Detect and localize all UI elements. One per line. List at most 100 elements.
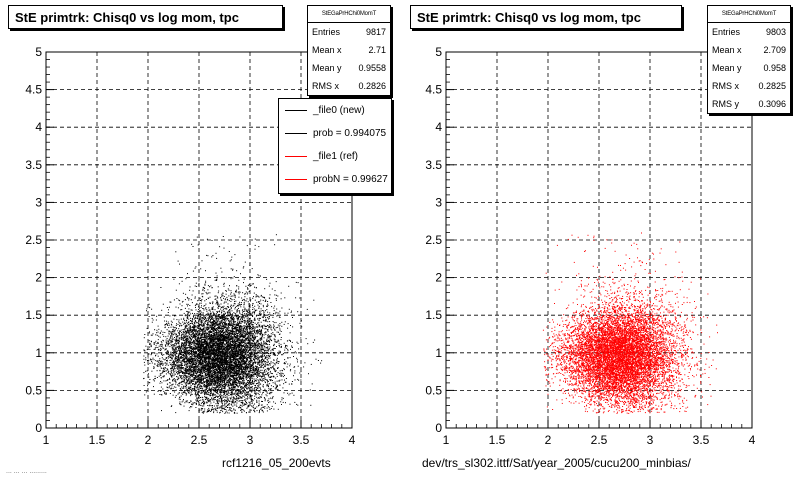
data-point <box>241 317 243 318</box>
data-point <box>280 292 282 294</box>
data-point <box>213 334 214 336</box>
data-point <box>226 395 228 397</box>
data-point <box>177 376 179 378</box>
data-point <box>209 330 211 332</box>
data-point <box>188 358 190 360</box>
data-point <box>267 380 269 382</box>
data-point <box>218 324 220 326</box>
data-point <box>219 412 221 414</box>
data-point <box>167 345 169 347</box>
data-point <box>212 330 214 332</box>
data-point <box>274 294 276 296</box>
data-point <box>233 372 235 374</box>
data-point <box>148 353 150 355</box>
data-point <box>254 403 255 405</box>
data-point <box>260 336 262 338</box>
data-point <box>251 283 253 285</box>
data-point <box>198 361 200 363</box>
data-point <box>173 354 175 356</box>
data-point <box>159 333 161 334</box>
data-point <box>238 351 240 353</box>
data-point <box>221 405 223 407</box>
data-point <box>203 405 205 407</box>
data-point <box>183 352 185 354</box>
data-point <box>244 341 246 343</box>
data-point <box>222 348 224 350</box>
data-point <box>242 383 244 385</box>
data-point <box>214 390 216 391</box>
data-point <box>241 303 242 305</box>
data-point <box>260 396 262 398</box>
data-point <box>205 282 207 284</box>
data-point <box>257 397 259 399</box>
data-point <box>214 384 216 386</box>
data-point <box>243 361 245 363</box>
data-point <box>266 338 268 340</box>
data-point <box>227 355 229 357</box>
data-point <box>273 325 275 327</box>
data-point <box>196 338 198 340</box>
data-point <box>237 397 239 399</box>
data-point <box>259 373 261 375</box>
data-point <box>220 373 221 375</box>
data-point <box>177 323 179 325</box>
data-point <box>198 337 200 339</box>
data-point <box>234 326 236 328</box>
data-point <box>148 359 150 361</box>
data-point <box>233 304 235 306</box>
data-point <box>170 353 172 355</box>
data-point <box>238 343 240 345</box>
data-point <box>227 311 229 313</box>
data-point <box>224 393 226 395</box>
data-point <box>259 390 261 391</box>
data-point <box>218 311 220 313</box>
data-point <box>193 355 195 357</box>
data-point <box>215 320 217 322</box>
data-point <box>221 409 223 411</box>
data-point <box>153 367 155 369</box>
data-point <box>272 321 274 322</box>
data-point <box>266 347 267 349</box>
data-point <box>168 330 170 332</box>
data-point <box>247 288 249 290</box>
data-point <box>269 314 271 316</box>
data-point <box>145 359 147 361</box>
data-point <box>174 396 176 398</box>
data-point <box>244 389 245 390</box>
data-point <box>203 324 205 326</box>
data-point <box>201 314 203 316</box>
data-point <box>188 318 190 320</box>
data-point <box>219 389 221 391</box>
data-point <box>199 368 201 370</box>
data-point <box>210 389 212 391</box>
data-point <box>225 357 227 359</box>
data-point <box>235 375 237 376</box>
data-point <box>273 310 275 312</box>
data-point <box>205 388 207 390</box>
data-point <box>200 313 202 314</box>
data-point <box>197 377 199 379</box>
data-point <box>216 364 218 366</box>
data-point <box>202 382 204 384</box>
data-point <box>180 404 182 406</box>
data-point <box>209 336 211 338</box>
data-point <box>229 370 231 372</box>
data-point <box>224 375 226 377</box>
data-point <box>189 354 191 356</box>
data-point <box>162 371 163 373</box>
data-point <box>211 317 213 319</box>
data-point <box>226 377 228 379</box>
data-point <box>211 370 213 372</box>
data-point <box>297 361 298 363</box>
data-point <box>179 403 181 404</box>
data-point <box>201 370 203 372</box>
data-point <box>174 364 176 365</box>
data-point <box>216 379 218 381</box>
data-point <box>239 321 241 322</box>
data-point <box>213 410 215 412</box>
data-point <box>225 349 226 351</box>
data-point <box>215 320 217 322</box>
data-point <box>233 383 235 385</box>
data-point <box>260 408 262 410</box>
data-point <box>160 386 162 388</box>
